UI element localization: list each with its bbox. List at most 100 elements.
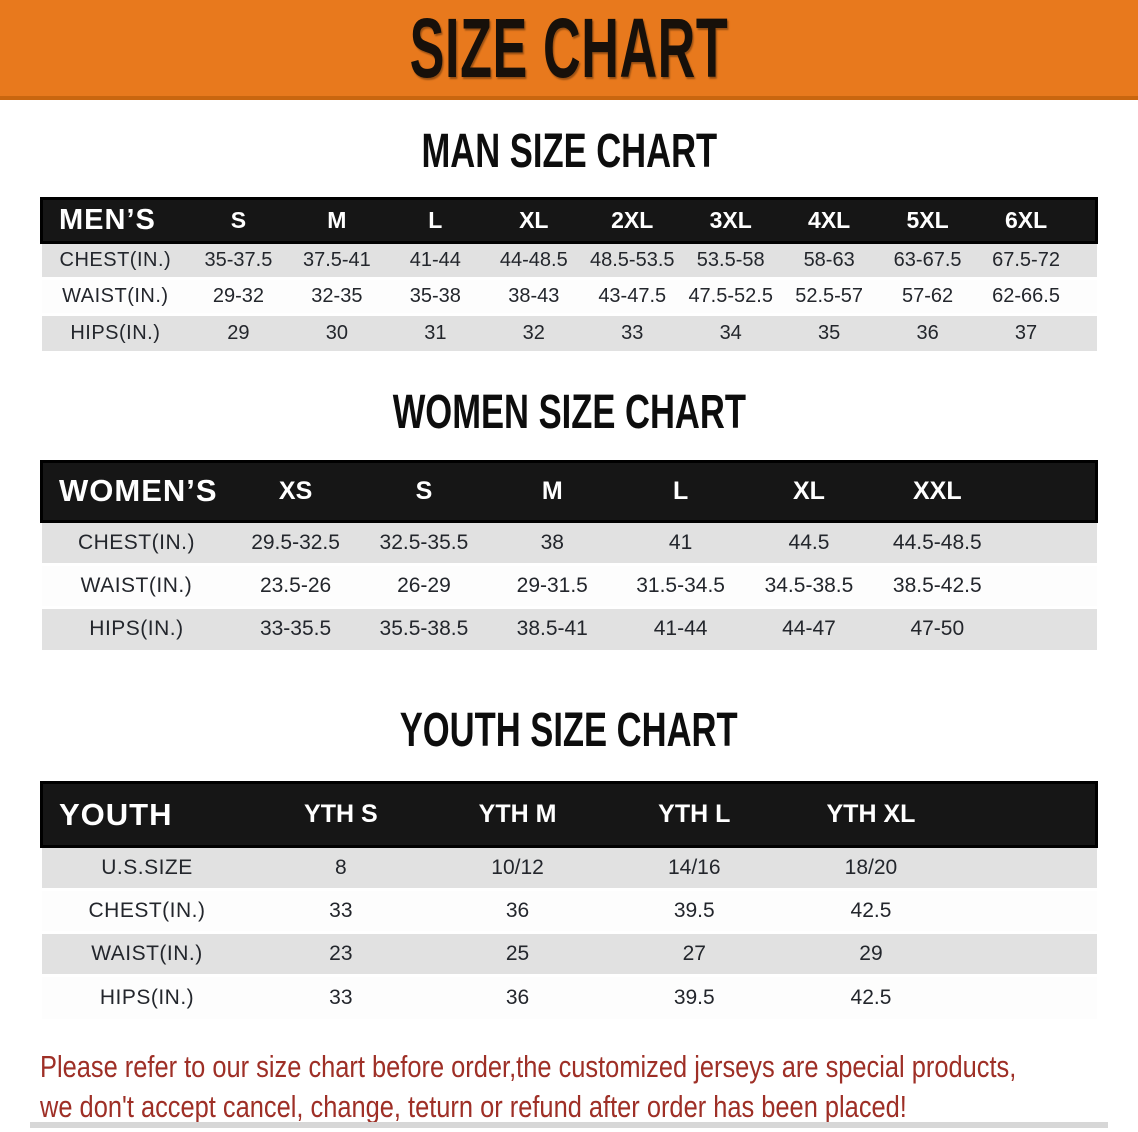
column-header: S (415, 476, 433, 505)
column-header-filler (1075, 199, 1096, 243)
size-value-cell: 37 (1014, 321, 1038, 344)
size-value-cell: 26-29 (397, 573, 451, 597)
column-header-filler (959, 783, 1096, 847)
size-value-cell: 33 (329, 985, 353, 1009)
row-label: HIPS(IN.) (89, 617, 184, 641)
table-header-row: MEN’S S M L XL 2XL 3XL 4XL 5XL 6XL (41, 198, 1097, 243)
size-table: MEN’S S M L XL 2XL 3XL 4XL 5XL 6XL CHEST(IN.) 35-3… (40, 197, 1098, 351)
size-value-cell: 30 (325, 321, 348, 344)
table-row: HIPS(IN.) 29 30 31 32 33 34 35 36 37 (41, 314, 1097, 351)
size-chart-section: MAN SIZE CHART MEN’S S M L XL 2XL 3XL 4XL 5XL 6XL… (0, 127, 1138, 351)
table-row: WAIST(IN.) 23.5-26 26-29 29-31.5 31.5-34.5 34… (41, 564, 1097, 607)
size-value-filler (959, 847, 1096, 890)
size-value-cell: 44-48.5 (499, 249, 568, 271)
size-value-cell: 29 (859, 942, 883, 965)
charts-container: MAN SIZE CHART MEN’S S M L XL 2XL 3XL 4XL 5XL 6XL… (0, 127, 1138, 1019)
size-value-cell: 14/16 (667, 856, 721, 879)
size-value-cell: 23.5-26 (259, 573, 332, 597)
table-header-label: WOMEN’S (59, 473, 218, 508)
size-value-cell: 8 (335, 856, 347, 879)
size-table: YOUTH YTH S YTH M YTH L YTH XL U.S.SIZE 8 10/1… (40, 781, 1098, 1019)
size-value-cell: 44.5 (788, 530, 830, 554)
size-value-filler (1001, 564, 1096, 607)
column-header: 2XL (611, 207, 654, 233)
size-value-filler (959, 890, 1096, 933)
section-title-text: YOUTH SIZE CHART (400, 704, 738, 757)
column-header: 5XL (906, 207, 949, 233)
size-value-cell: 32-35 (311, 285, 363, 307)
row-label: WAIST(IN.) (91, 942, 203, 965)
size-value-cell: 36 (505, 899, 530, 922)
size-value-cell: 47-50 (910, 617, 965, 641)
size-value-cell: 38 (540, 530, 564, 554)
table-row: U.S.SIZE 8 10/12 14/16 18/20 (41, 846, 1097, 890)
size-value-cell: 39.5 (673, 899, 715, 922)
size-value-cell: 29.5-32.5 (251, 530, 340, 554)
size-value-cell: 35-37.5 (204, 249, 273, 271)
size-value-cell: 57-62 (902, 285, 954, 307)
table-header-row: YOUTH YTH S YTH M YTH L YTH XL (41, 782, 1097, 847)
size-value-cell: 38-43 (508, 285, 560, 307)
size-chart-section: YOUTH SIZE CHART YOUTH YTH S YTH M YTH L YTH… (0, 706, 1138, 1019)
size-value-cell: 31 (424, 321, 447, 344)
size-value-cell: 29-32 (212, 285, 264, 307)
size-value-cell: 42.5 (850, 899, 892, 922)
size-value-cell: 62-66.5 (992, 285, 1060, 307)
table-row: HIPS(IN.) 33 36 39.5 42.5 (41, 975, 1097, 1019)
row-label: WAIST(IN.) (80, 573, 193, 597)
table-row: CHEST(IN.) 33 36 39.5 42.5 (41, 889, 1097, 933)
size-value-cell: 37.5-41 (302, 249, 371, 271)
size-value-cell: 33-35.5 (259, 617, 332, 641)
row-label: HIPS(IN.) (99, 985, 195, 1009)
size-value-filler (1075, 315, 1096, 351)
size-value-cell: 36 (505, 985, 530, 1009)
size-value-cell: 10/12 (491, 856, 544, 879)
column-header: L (672, 476, 689, 505)
disclaimer-line-2: we don't accept cancel, change, teturn o… (40, 1088, 907, 1124)
size-value-cell: 18/20 (844, 856, 898, 879)
page-title: SIZE CHART (312, 2, 826, 94)
size-value-cell: 32 (522, 321, 545, 344)
column-header: M (327, 207, 347, 233)
column-header: 3XL (709, 207, 752, 233)
size-value-filler (1001, 607, 1096, 650)
size-value-cell: 44.5-48.5 (892, 530, 982, 554)
section-title: YOUTH SIZE CHART (0, 706, 1138, 756)
size-value-cell: 42.5 (850, 985, 892, 1009)
column-header: 6XL (1004, 207, 1048, 233)
table-row: WAIST(IN.) 23 25 27 29 (41, 932, 1097, 976)
size-value-cell: 41 (668, 530, 693, 554)
size-value-cell: 38.5-42.5 (892, 573, 982, 597)
size-value-filler (1075, 243, 1096, 279)
bottom-edge-strip (30, 1122, 1108, 1128)
section-title-text: MAN SIZE CHART (421, 125, 717, 178)
size-value-cell: 35.5-38.5 (379, 617, 469, 641)
size-value-cell: 35-38 (409, 285, 461, 307)
banner-title-text: SIZE CHART (409, 1, 729, 95)
row-label: CHEST(IN.) (88, 899, 206, 922)
size-value-filler (1001, 521, 1096, 564)
size-value-cell: 33 (621, 321, 644, 344)
column-header: M (541, 476, 563, 505)
row-label: CHEST(IN.) (59, 249, 172, 271)
size-value-cell: 33 (329, 899, 353, 922)
row-label: CHEST(IN.) (77, 530, 195, 554)
size-value-cell: 41-44 (409, 249, 461, 271)
column-header: XXL (912, 476, 962, 505)
row-label: HIPS(IN.) (70, 321, 161, 344)
size-value-cell: 34.5-38.5 (764, 573, 854, 597)
size-value-cell: 27 (682, 942, 706, 965)
size-value-cell: 48.5-53.5 (589, 249, 675, 271)
size-value-cell: 29-31.5 (516, 573, 588, 597)
column-header: S (230, 207, 247, 233)
size-value-cell: 58-63 (803, 249, 855, 271)
size-value-filler (959, 933, 1096, 976)
size-value-cell: 29 (227, 321, 250, 344)
table-header-label: YOUTH (59, 796, 173, 832)
column-header: XL (792, 476, 825, 505)
section-title: MAN SIZE CHART (0, 127, 1138, 177)
size-value-cell: 52.5-57 (795, 285, 864, 307)
column-header: 4XL (808, 207, 851, 233)
size-value-cell: 36 (916, 321, 939, 344)
disclaimer: Please refer to our size chart before or… (40, 1047, 1138, 1127)
